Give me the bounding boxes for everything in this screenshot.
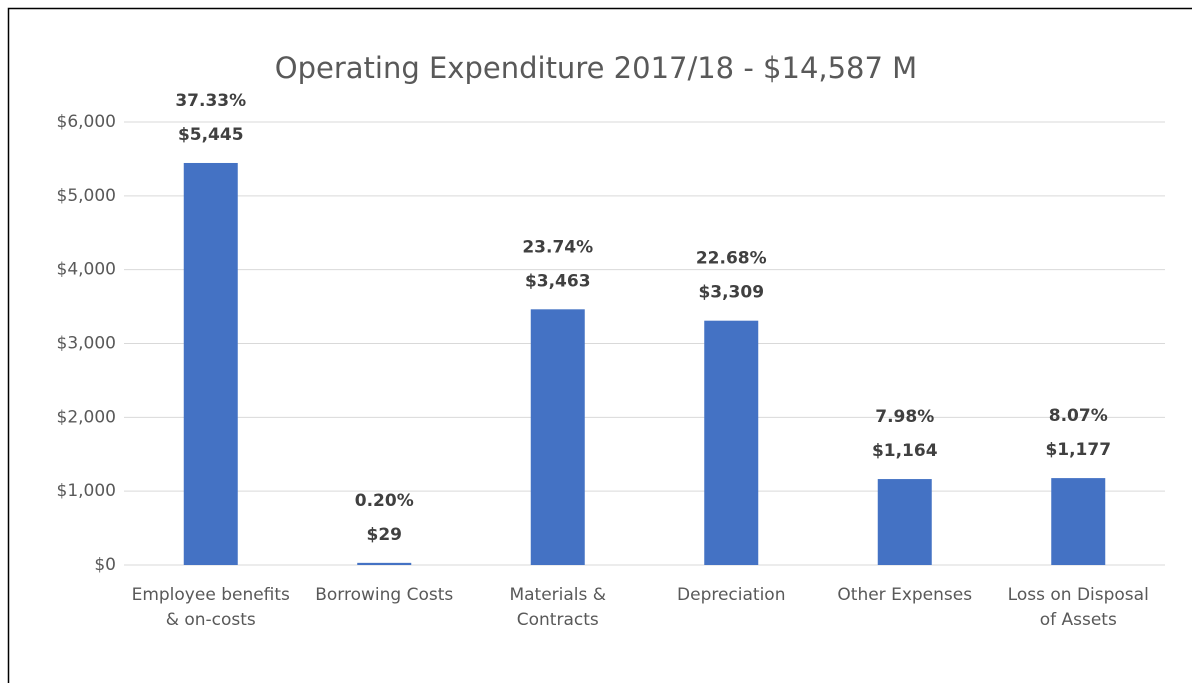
share-label: 37.33% (175, 91, 246, 111)
share-label: 22.68% (696, 249, 767, 269)
y-tick-label: $3,000 (57, 334, 116, 354)
x-tick-label: Loss on Disposal of Assets (1007, 585, 1149, 630)
share-label: 0.20% (355, 491, 414, 511)
x-tick-label: Employee benefits & on-costs (131, 585, 290, 630)
y-tick-label: $2,000 (57, 407, 116, 427)
data-label: $3,309 (698, 283, 764, 303)
y-tick-label: $4,000 (57, 260, 116, 280)
x-tick-label: Borrowing Costs (315, 585, 454, 605)
bar (357, 562, 412, 565)
data-label: $3,463 (525, 271, 591, 291)
bar (704, 320, 759, 565)
bar (183, 162, 238, 566)
y-tick-label: $5,000 (57, 186, 116, 206)
share-label: 8.07% (1049, 406, 1108, 426)
data-label: $5,445 (178, 125, 244, 145)
bar (877, 479, 932, 565)
data-label: $29 (367, 525, 403, 545)
chart-title: Operating Expenditure 2017/18 - $14,587 … (275, 51, 917, 85)
bar (1051, 478, 1106, 565)
data-label: $1,164 (872, 441, 938, 461)
x-tick-label: Materials & Contracts (509, 585, 607, 630)
x-tick-label: Other Expenses (837, 585, 973, 605)
y-tick-label: $0 (94, 555, 116, 575)
y-tick-label: $6,000 (57, 112, 116, 132)
x-tick-label: Depreciation (677, 585, 786, 605)
share-label: 23.74% (522, 237, 593, 257)
bar (530, 309, 585, 565)
share-label: 7.98% (875, 407, 934, 427)
data-label: $1,177 (1045, 440, 1111, 460)
y-tick-label: $1,000 (57, 481, 116, 501)
